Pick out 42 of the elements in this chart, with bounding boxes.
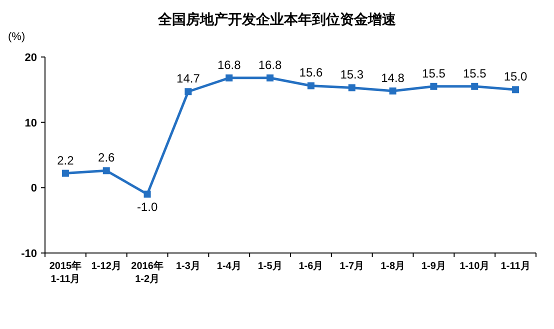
point	[471, 82, 478, 90]
data-label: 14.7	[176, 72, 200, 86]
x-tick-label: 1-5月	[258, 261, 282, 272]
y-tick-label: -10	[21, 248, 37, 260]
data-label: 2.2	[57, 153, 74, 168]
data-label: 14.8	[381, 70, 405, 85]
point	[389, 87, 396, 94]
point	[430, 82, 438, 90]
point	[348, 84, 356, 92]
point	[144, 190, 151, 198]
point	[102, 167, 110, 174]
point	[184, 88, 192, 96]
x-tick-label: 1-3月	[176, 261, 200, 272]
data-label: 16.8	[217, 58, 242, 72]
y-tick-label: 20	[24, 52, 37, 64]
x-tick-label: 1-7月	[340, 261, 364, 272]
chart-title: 全国房地产开发企业本年到位资金增速	[157, 11, 397, 27]
point	[62, 170, 69, 177]
x-tick-label: 1-4月	[216, 261, 242, 272]
point	[266, 74, 274, 82]
point	[226, 74, 233, 82]
data-label: 15.0	[504, 70, 528, 84]
x-tick-label: 1-12月	[91, 261, 122, 272]
data-label: 15.5	[462, 66, 487, 80]
x-tick-label: 1-11月	[500, 261, 530, 272]
y-tick-label: 0	[30, 182, 37, 195]
data-label: 16.8	[258, 58, 282, 72]
data-label: 15.3	[340, 68, 364, 82]
x-tick-label: 1-10月	[460, 261, 490, 272]
y-axis-title: (%)	[8, 31, 26, 43]
x-tick-label: 1-9月	[421, 261, 446, 272]
point	[512, 86, 520, 94]
data-label: 2.6	[98, 150, 116, 165]
data-label: 15.6	[299, 66, 323, 80]
y-tick-label: 10	[24, 117, 37, 130]
x-tick-label: 2016年 1-2月	[131, 260, 164, 285]
data-label: 15.5	[422, 66, 446, 80]
point	[307, 82, 314, 90]
data-label: -1.0	[136, 200, 158, 214]
x-tick-label: 1-8月	[380, 261, 406, 272]
x-tick-label: 1-6月	[298, 261, 324, 272]
x-tick-label: 2015年 1-11月	[49, 260, 82, 285]
